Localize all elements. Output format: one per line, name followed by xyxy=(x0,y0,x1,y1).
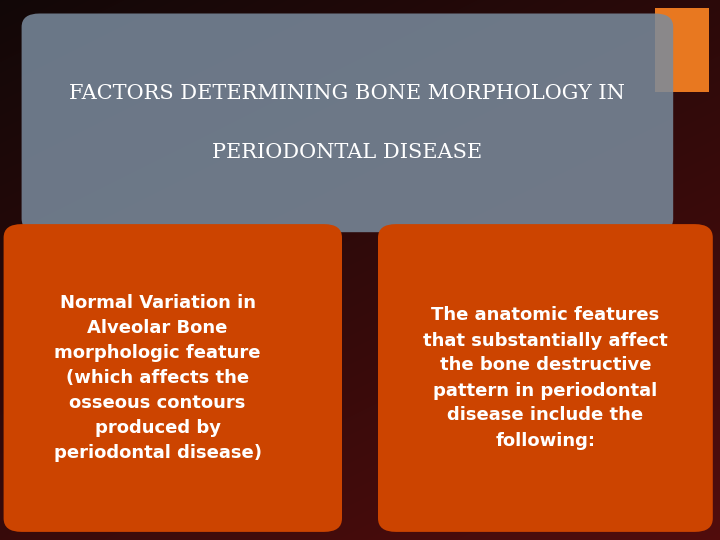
FancyBboxPatch shape xyxy=(4,224,342,532)
Text: Normal Variation in
Alveolar Bone
morphologic feature
(which affects the
osseous: Normal Variation in Alveolar Bone morpho… xyxy=(54,294,261,462)
Text: PERIODONTAL DISEASE: PERIODONTAL DISEASE xyxy=(212,143,482,162)
FancyBboxPatch shape xyxy=(22,14,673,232)
Text: The anatomic features
that substantially affect
the bone destructive
pattern in : The anatomic features that substantially… xyxy=(423,307,667,449)
FancyBboxPatch shape xyxy=(378,224,713,532)
Text: FACTORS DETERMINING BONE MORPHOLOGY IN: FACTORS DETERMINING BONE MORPHOLOGY IN xyxy=(69,84,626,103)
Bar xyxy=(655,8,709,92)
